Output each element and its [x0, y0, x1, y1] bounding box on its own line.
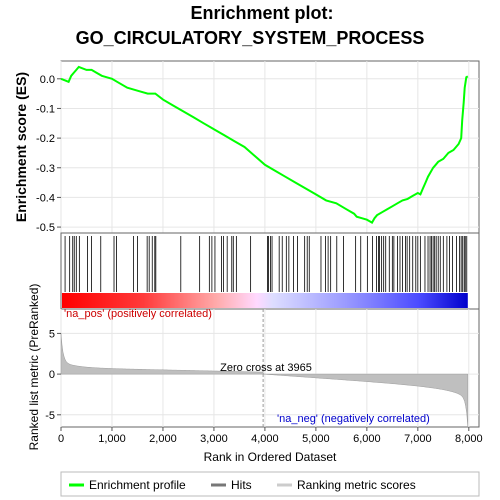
es-panel	[60, 60, 480, 234]
es-tick-label: -0.5	[36, 222, 55, 234]
metric-tick-label: -5	[45, 410, 55, 422]
zero-cross-label: Zero cross at 3965	[220, 362, 312, 374]
es-tick-label: -0.2	[36, 133, 55, 145]
es-grid	[60, 61, 479, 233]
es-tick-label: -0.3	[36, 163, 55, 175]
es-y-axis-label: Enrichment score (ES)	[13, 72, 29, 222]
es-tick-label: -0.4	[36, 192, 55, 204]
x-ticks: 0 1,000 2,000 3,000 4,000 5,000 6,000 7,000 8,00…	[58, 427, 483, 445]
x-tick-label: 3,000	[200, 433, 228, 445]
enrichment-profile-line	[60, 65, 469, 224]
x-tick-label: 6,000	[353, 433, 381, 445]
metric-panel	[60, 308, 480, 428]
x-tick-label: 0	[58, 433, 64, 445]
legend-hits-label: Hits	[231, 478, 252, 492]
x-tick-label: 8,000	[455, 433, 483, 445]
negative-label: 'na_neg' (negatively correlated)	[277, 413, 430, 425]
es-tick-label: 0.0	[40, 74, 55, 86]
x-tick-label: 1,000	[98, 433, 126, 445]
hits-group	[64, 236, 468, 292]
x-tick-label: 4,000	[251, 433, 279, 445]
chart-title-line2: GO_CIRCULATORY_SYSTEM_PROCESS	[76, 28, 425, 48]
chart-title-line1: Enrichment plot:	[191, 3, 334, 23]
metric-tick-label: 0	[49, 369, 55, 381]
x-tick-label: 2,000	[149, 433, 177, 445]
es-y-ticks: 0.0 -0.1 -0.2 -0.3 -0.4 -0.5	[36, 74, 61, 234]
metric-y-axis-label: Ranked list metric (PreRanked)	[27, 284, 41, 451]
es-tick-label: -0.1	[36, 103, 55, 115]
x-axis-label: Rank in Ordered Dataset	[204, 450, 337, 464]
metric-tick-label: 5	[49, 328, 55, 340]
x-tick-label: 5,000	[302, 433, 330, 445]
metric-y-ticks: 5 0 -5	[45, 328, 61, 422]
ranking-metric-area	[60, 333, 469, 428]
metric-grid	[60, 309, 479, 427]
legend-metric-label: Ranking metric scores	[297, 478, 416, 492]
positive-label: 'na_pos' (positively correlated)	[64, 308, 212, 320]
x-tick-label: 7,000	[404, 433, 432, 445]
rank-color-bar	[62, 293, 468, 308]
legend	[60, 471, 480, 497]
legend-enrichment-label: Enrichment profile	[89, 478, 186, 492]
